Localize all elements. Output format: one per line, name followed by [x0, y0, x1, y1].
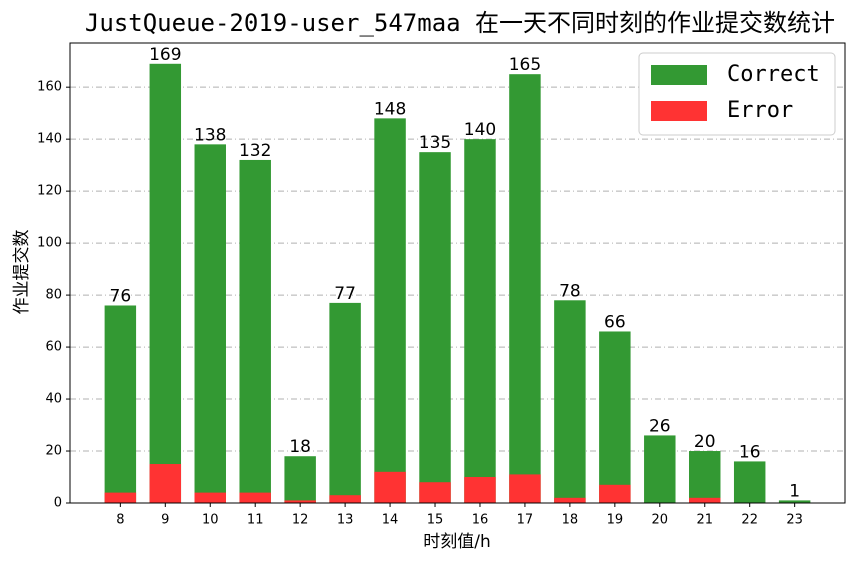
bar [554, 300, 586, 503]
y-tick-label: 40 [45, 392, 62, 407]
bar [329, 302, 361, 503]
bar [509, 474, 541, 503]
value-label: 26 [649, 416, 671, 436]
value-label: 66 [604, 312, 626, 332]
bar [194, 144, 226, 503]
bar [149, 63, 182, 504]
bar [149, 464, 182, 503]
x-tick-label: 23 [786, 513, 803, 528]
value-label: 78 [559, 281, 581, 301]
bar [419, 152, 451, 504]
bar [374, 471, 406, 503]
bar [194, 492, 226, 503]
value-label: 135 [419, 133, 451, 153]
x-tick-label: 16 [472, 513, 489, 528]
bar [778, 500, 811, 503]
value-label: 16 [739, 442, 761, 462]
x-tick-label: 10 [202, 513, 219, 528]
x-tick-label: 11 [247, 513, 264, 528]
bar [554, 497, 586, 503]
legend-swatch [651, 65, 707, 85]
x-tick-label: 18 [562, 513, 579, 528]
bar [284, 456, 316, 503]
bar [733, 461, 766, 503]
bar [509, 74, 541, 504]
bar [284, 500, 316, 503]
x-tick-label: 14 [382, 513, 399, 528]
value-label: 20 [694, 432, 716, 452]
y-tick-label: 20 [45, 444, 62, 459]
value-label: 132 [239, 141, 271, 161]
legend-swatch [651, 101, 707, 121]
value-label: 140 [464, 120, 496, 140]
bar [419, 482, 451, 503]
bar [464, 477, 496, 503]
bar [104, 305, 137, 503]
y-tick-label: 60 [45, 340, 62, 355]
bar [239, 159, 271, 503]
bar [464, 139, 496, 503]
value-label: 148 [374, 99, 406, 119]
x-axis-label: 时刻值/h [423, 532, 491, 552]
bar [239, 492, 271, 503]
plot-frame [69, 42, 846, 504]
x-tick-label: 8 [116, 513, 124, 528]
x-tick-label: 13 [337, 513, 354, 528]
y-tick-label: 140 [37, 132, 62, 147]
y-tick-label: 100 [37, 236, 62, 251]
bar [374, 118, 406, 503]
bar [599, 331, 631, 503]
x-tick-label: 19 [607, 513, 624, 528]
bar [599, 484, 631, 503]
x-tick-label: 17 [517, 513, 534, 528]
value-label: 138 [194, 125, 226, 145]
y-axis-label: 作业提交数 [12, 230, 32, 315]
x-tick-label: 22 [741, 513, 758, 528]
bar [644, 435, 676, 503]
value-label: 76 [110, 286, 132, 306]
value-label: 18 [289, 437, 311, 457]
value-label: 165 [509, 55, 541, 75]
bar [689, 497, 721, 503]
value-label: 1 [789, 481, 800, 501]
legend-label: Correct [727, 62, 820, 87]
x-tick-label: 20 [652, 513, 669, 528]
x-tick-label: 12 [292, 513, 309, 528]
value-label: 169 [149, 45, 181, 65]
y-tick-label: 160 [37, 80, 62, 95]
x-tick-label: 15 [427, 513, 444, 528]
y-tick-label: 120 [37, 184, 62, 199]
bar [329, 495, 361, 503]
legend-label: Error [727, 98, 793, 123]
chart-title: JustQueue-2019-user_547maa 在一天不同时刻的作业提交数… [85, 9, 835, 37]
x-tick-label: 21 [696, 513, 713, 528]
y-tick-label: 0 [54, 496, 62, 511]
value-label: 77 [334, 284, 356, 304]
bar [104, 492, 137, 503]
y-tick-label: 80 [45, 288, 62, 303]
x-tick-label: 9 [161, 513, 169, 528]
bar [689, 451, 721, 503]
